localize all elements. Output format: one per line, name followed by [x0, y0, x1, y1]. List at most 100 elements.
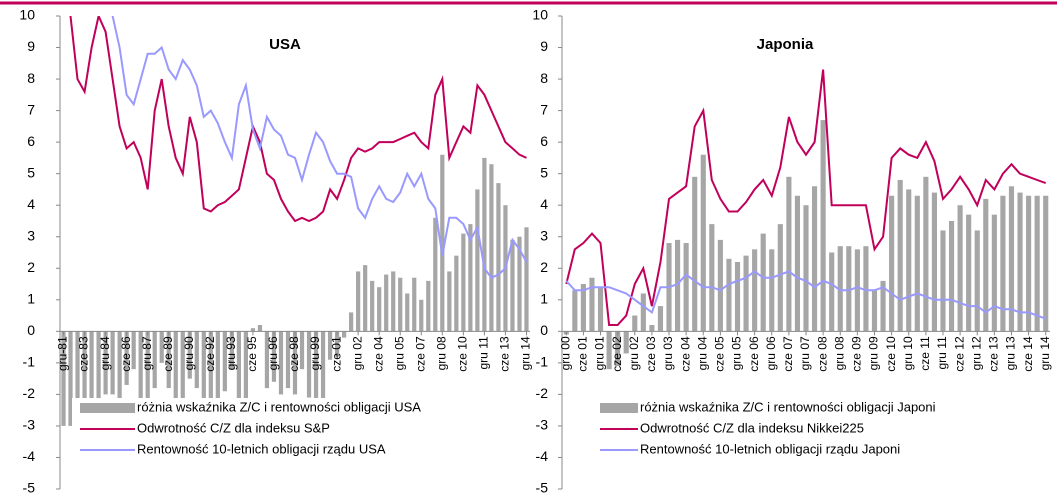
x-tick-label: gru 02 — [627, 336, 641, 370]
bar — [124, 331, 129, 385]
bar — [489, 164, 494, 332]
x-tick-label: cze 08 — [815, 336, 829, 372]
line-series — [565, 69, 1047, 326]
y-tick-label: -1 — [536, 354, 549, 370]
bar — [580, 284, 586, 332]
bar — [940, 230, 946, 332]
x-tick-label: gru 00 — [558, 336, 572, 370]
bar — [243, 331, 248, 404]
bar — [412, 277, 417, 332]
line-series — [565, 270, 1047, 320]
bar — [75, 331, 80, 411]
bar — [208, 331, 213, 433]
bar — [752, 249, 758, 332]
x-tick-label: cze 03 — [644, 336, 658, 372]
bar — [391, 271, 396, 332]
bar — [96, 331, 101, 411]
x-tick-label: gru 11 — [935, 336, 949, 369]
bar — [468, 224, 473, 332]
bar — [1026, 195, 1032, 332]
x-tick-label: gru 96 — [266, 336, 280, 370]
bar — [760, 233, 766, 332]
bar — [794, 195, 801, 332]
x-tick-label: gru 13 — [1004, 336, 1018, 370]
bar — [433, 217, 438, 332]
y-tick-label: 5 — [27, 164, 35, 180]
bar — [313, 331, 319, 417]
bar — [606, 331, 612, 370]
bar — [957, 205, 963, 332]
bar — [377, 287, 382, 332]
bar — [863, 246, 869, 332]
bar — [683, 243, 689, 332]
bar — [327, 331, 333, 360]
bar — [983, 198, 989, 332]
bar — [1008, 186, 1015, 332]
y-tick-label: -3 — [23, 417, 36, 433]
bar — [194, 331, 199, 389]
y-tick-label: 9 — [540, 38, 548, 54]
bar — [803, 205, 809, 332]
bar — [180, 331, 185, 445]
bar — [820, 120, 826, 332]
bar — [615, 331, 621, 367]
x-tick-label: gru 06 — [764, 336, 778, 370]
x-tick-label: cze 86 — [119, 336, 133, 372]
bar — [974, 230, 980, 332]
bar — [572, 290, 578, 332]
bar — [906, 189, 912, 332]
bar — [117, 331, 122, 411]
x-tick-label: cze 04 — [371, 336, 385, 372]
x-tick-label: cze 89 — [161, 336, 175, 372]
bar — [384, 274, 389, 332]
y-tick-label: -2 — [23, 385, 36, 401]
bar — [496, 183, 501, 332]
x-tick-label: cze 02 — [610, 336, 624, 372]
x-tick-label: cze 01 — [329, 336, 343, 372]
y-tick-label: 7 — [27, 101, 35, 117]
y-tick-label: 10 — [532, 7, 548, 23]
x-tick-label: gru 14 — [1038, 336, 1052, 370]
bar — [777, 224, 783, 332]
bar — [811, 186, 818, 332]
bar — [264, 331, 270, 389]
x-tick-label: gru 09 — [867, 336, 881, 370]
bar — [897, 179, 903, 332]
y-tick-label: 1 — [27, 291, 35, 307]
bar — [110, 331, 115, 395]
bar — [166, 331, 171, 389]
bar — [222, 331, 227, 392]
bar — [854, 249, 860, 332]
x-tick-label: cze 92 — [203, 336, 217, 372]
legend-swatch — [600, 403, 638, 413]
bar — [649, 325, 655, 332]
x-tick-label: gru 99 — [308, 336, 322, 370]
legend-label: różnia wskaźnika Z/C i rentowności oblig… — [137, 399, 421, 414]
x-tick-label: cze 11 — [918, 336, 932, 371]
bar — [103, 331, 108, 395]
x-tick-label: gru 05 — [392, 336, 406, 370]
bar — [173, 331, 178, 411]
x-tick-label: gru 11 — [477, 336, 491, 369]
x-tick-label: cze 83 — [77, 336, 91, 372]
y-tick-label: 2 — [540, 259, 548, 275]
bar — [510, 239, 515, 332]
bar — [187, 331, 192, 379]
y-tick-label: 7 — [540, 101, 548, 117]
y-tick-label: 4 — [540, 196, 548, 212]
bar — [236, 331, 241, 417]
x-tick-label: cze 09 — [850, 336, 864, 372]
y-tick-label: 9 — [27, 38, 35, 54]
bar — [229, 331, 234, 370]
x-tick-label: cze 10 — [884, 336, 898, 372]
x-tick-label: gru 12 — [969, 336, 983, 370]
line-series — [111, 16, 528, 279]
y-tick-label: 6 — [540, 133, 548, 149]
bar — [61, 331, 66, 426]
x-tick-label: cze 01 — [576, 336, 590, 372]
bar — [786, 176, 792, 332]
x-tick-label: gru 03 — [661, 336, 675, 370]
bar — [700, 154, 706, 332]
